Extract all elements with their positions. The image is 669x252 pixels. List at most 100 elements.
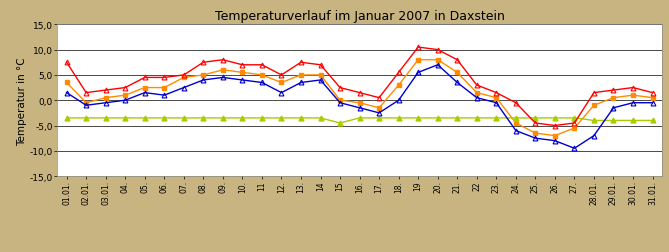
Tmax bbox=[102, 89, 110, 92]
Line: Tmax: Tmax bbox=[64, 45, 655, 129]
Tm 1961 - 90 bbox=[140, 117, 149, 120]
Tm bbox=[199, 74, 207, 77]
Tm bbox=[492, 97, 500, 100]
Tm 1961 - 90 bbox=[82, 117, 90, 120]
Tm 1961 - 90 bbox=[121, 117, 129, 120]
Tmin bbox=[356, 107, 364, 110]
Tm bbox=[609, 97, 617, 100]
Tmin bbox=[316, 79, 324, 82]
Tm 1961 - 90 bbox=[180, 117, 188, 120]
Tmax bbox=[571, 122, 579, 125]
Tm 1961 - 90 bbox=[336, 122, 344, 125]
Tm bbox=[121, 94, 129, 97]
Tm 1961 - 90 bbox=[316, 117, 324, 120]
Title: Temperaturverlauf im Januar 2007 in Daxstein: Temperaturverlauf im Januar 2007 in Daxs… bbox=[215, 10, 504, 23]
Tmin bbox=[395, 99, 403, 102]
Tm bbox=[571, 127, 579, 130]
Tm 1961 - 90 bbox=[395, 117, 403, 120]
Tm 1961 - 90 bbox=[609, 119, 617, 122]
Tm 1961 - 90 bbox=[492, 117, 500, 120]
Tmax bbox=[238, 64, 246, 67]
Tm 1961 - 90 bbox=[63, 117, 71, 120]
Tmax bbox=[453, 59, 461, 62]
Tm bbox=[63, 82, 71, 85]
Tmin bbox=[473, 97, 481, 100]
Tm 1961 - 90 bbox=[278, 117, 286, 120]
Tmin bbox=[336, 102, 344, 105]
Tm bbox=[297, 74, 305, 77]
Tmax bbox=[590, 92, 598, 95]
Tm bbox=[356, 102, 364, 105]
Tm 1961 - 90 bbox=[258, 117, 266, 120]
Tm 1961 - 90 bbox=[199, 117, 207, 120]
Tmax bbox=[161, 77, 169, 80]
Tmin bbox=[531, 137, 539, 140]
Tmin bbox=[238, 79, 246, 82]
Tmin bbox=[492, 102, 500, 105]
Tm bbox=[219, 69, 227, 72]
Tm 1961 - 90 bbox=[453, 117, 461, 120]
Tmin bbox=[102, 102, 110, 105]
Tmin bbox=[551, 140, 559, 143]
Tm bbox=[258, 74, 266, 77]
Tmax bbox=[63, 61, 71, 65]
Tm bbox=[531, 132, 539, 135]
Tm 1961 - 90 bbox=[102, 117, 110, 120]
Line: Tm 1961 - 90: Tm 1961 - 90 bbox=[64, 116, 655, 126]
Tmax bbox=[258, 64, 266, 67]
Tmax bbox=[551, 124, 559, 128]
Tm 1961 - 90 bbox=[434, 117, 442, 120]
Tm bbox=[434, 59, 442, 62]
Tmin bbox=[258, 82, 266, 85]
Tm 1961 - 90 bbox=[414, 117, 422, 120]
Tm bbox=[102, 97, 110, 100]
Tmin bbox=[82, 104, 90, 107]
Tm 1961 - 90 bbox=[512, 117, 520, 120]
Tmin bbox=[375, 112, 383, 115]
Tmin bbox=[414, 72, 422, 75]
Tm bbox=[140, 87, 149, 90]
Tmin bbox=[434, 64, 442, 67]
Tmin bbox=[161, 94, 169, 97]
Tm bbox=[473, 92, 481, 95]
Tmax bbox=[648, 92, 656, 95]
Line: Tmin: Tmin bbox=[64, 63, 655, 151]
Tmax bbox=[375, 97, 383, 100]
Tm bbox=[336, 99, 344, 102]
Tm 1961 - 90 bbox=[648, 119, 656, 122]
Tmax bbox=[316, 64, 324, 67]
Tmax bbox=[531, 122, 539, 125]
Tmax bbox=[219, 59, 227, 62]
Tmin bbox=[180, 87, 188, 90]
Tm bbox=[453, 72, 461, 75]
Tm bbox=[414, 59, 422, 62]
Tm 1961 - 90 bbox=[161, 117, 169, 120]
Tmax bbox=[629, 87, 637, 90]
Tmin bbox=[199, 79, 207, 82]
Tmax bbox=[199, 61, 207, 65]
Tmax bbox=[356, 92, 364, 95]
Tm bbox=[278, 82, 286, 85]
Tm 1961 - 90 bbox=[375, 117, 383, 120]
Tm bbox=[590, 104, 598, 107]
Tm bbox=[375, 107, 383, 110]
Tmin bbox=[629, 102, 637, 105]
Tmax bbox=[278, 74, 286, 77]
Tm 1961 - 90 bbox=[297, 117, 305, 120]
Tm 1961 - 90 bbox=[551, 117, 559, 120]
Tm bbox=[238, 72, 246, 75]
Tmax bbox=[395, 72, 403, 75]
Tmin bbox=[648, 102, 656, 105]
Tmax bbox=[297, 61, 305, 65]
Tm bbox=[180, 77, 188, 80]
Tm 1961 - 90 bbox=[356, 117, 364, 120]
Tmax bbox=[121, 87, 129, 90]
Tmin bbox=[453, 82, 461, 85]
Tm bbox=[551, 135, 559, 138]
Tmax bbox=[82, 92, 90, 95]
Tmin bbox=[512, 130, 520, 133]
Tm 1961 - 90 bbox=[238, 117, 246, 120]
Tmin bbox=[609, 107, 617, 110]
Tmax bbox=[609, 89, 617, 92]
Tmin bbox=[590, 135, 598, 138]
